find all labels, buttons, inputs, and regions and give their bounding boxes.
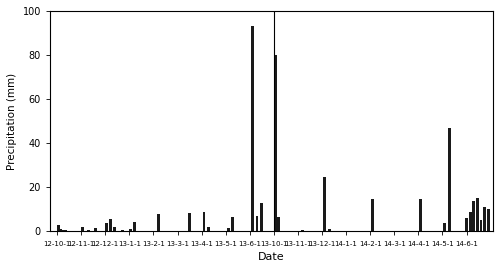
- Bar: [114, 227, 116, 231]
- Bar: [202, 212, 205, 231]
- Bar: [120, 230, 124, 231]
- Bar: [487, 210, 490, 231]
- Bar: [472, 201, 475, 231]
- Bar: [232, 217, 234, 231]
- X-axis label: Date: Date: [258, 252, 285, 262]
- Bar: [302, 230, 304, 231]
- Bar: [81, 227, 84, 231]
- Bar: [87, 230, 90, 231]
- Bar: [157, 214, 160, 231]
- Bar: [62, 230, 64, 231]
- Bar: [274, 55, 276, 231]
- Bar: [420, 200, 422, 231]
- Y-axis label: Precipitation (mm): Precipitation (mm): [7, 73, 17, 170]
- Bar: [260, 203, 264, 231]
- Bar: [57, 225, 60, 231]
- Bar: [208, 227, 210, 231]
- Bar: [371, 200, 374, 231]
- Bar: [133, 222, 136, 231]
- Bar: [129, 229, 132, 231]
- Bar: [465, 218, 468, 231]
- Bar: [328, 229, 330, 231]
- Bar: [226, 228, 230, 231]
- Bar: [444, 223, 446, 231]
- Bar: [480, 221, 482, 231]
- Bar: [256, 216, 258, 231]
- Bar: [251, 26, 254, 231]
- Bar: [94, 228, 97, 231]
- Bar: [60, 229, 62, 231]
- Bar: [468, 212, 471, 231]
- Bar: [188, 213, 191, 231]
- Bar: [108, 219, 112, 231]
- Bar: [483, 207, 486, 231]
- Bar: [476, 199, 479, 231]
- Bar: [64, 230, 67, 231]
- Bar: [105, 223, 108, 231]
- Bar: [448, 128, 451, 231]
- Bar: [323, 178, 326, 231]
- Bar: [278, 217, 280, 231]
